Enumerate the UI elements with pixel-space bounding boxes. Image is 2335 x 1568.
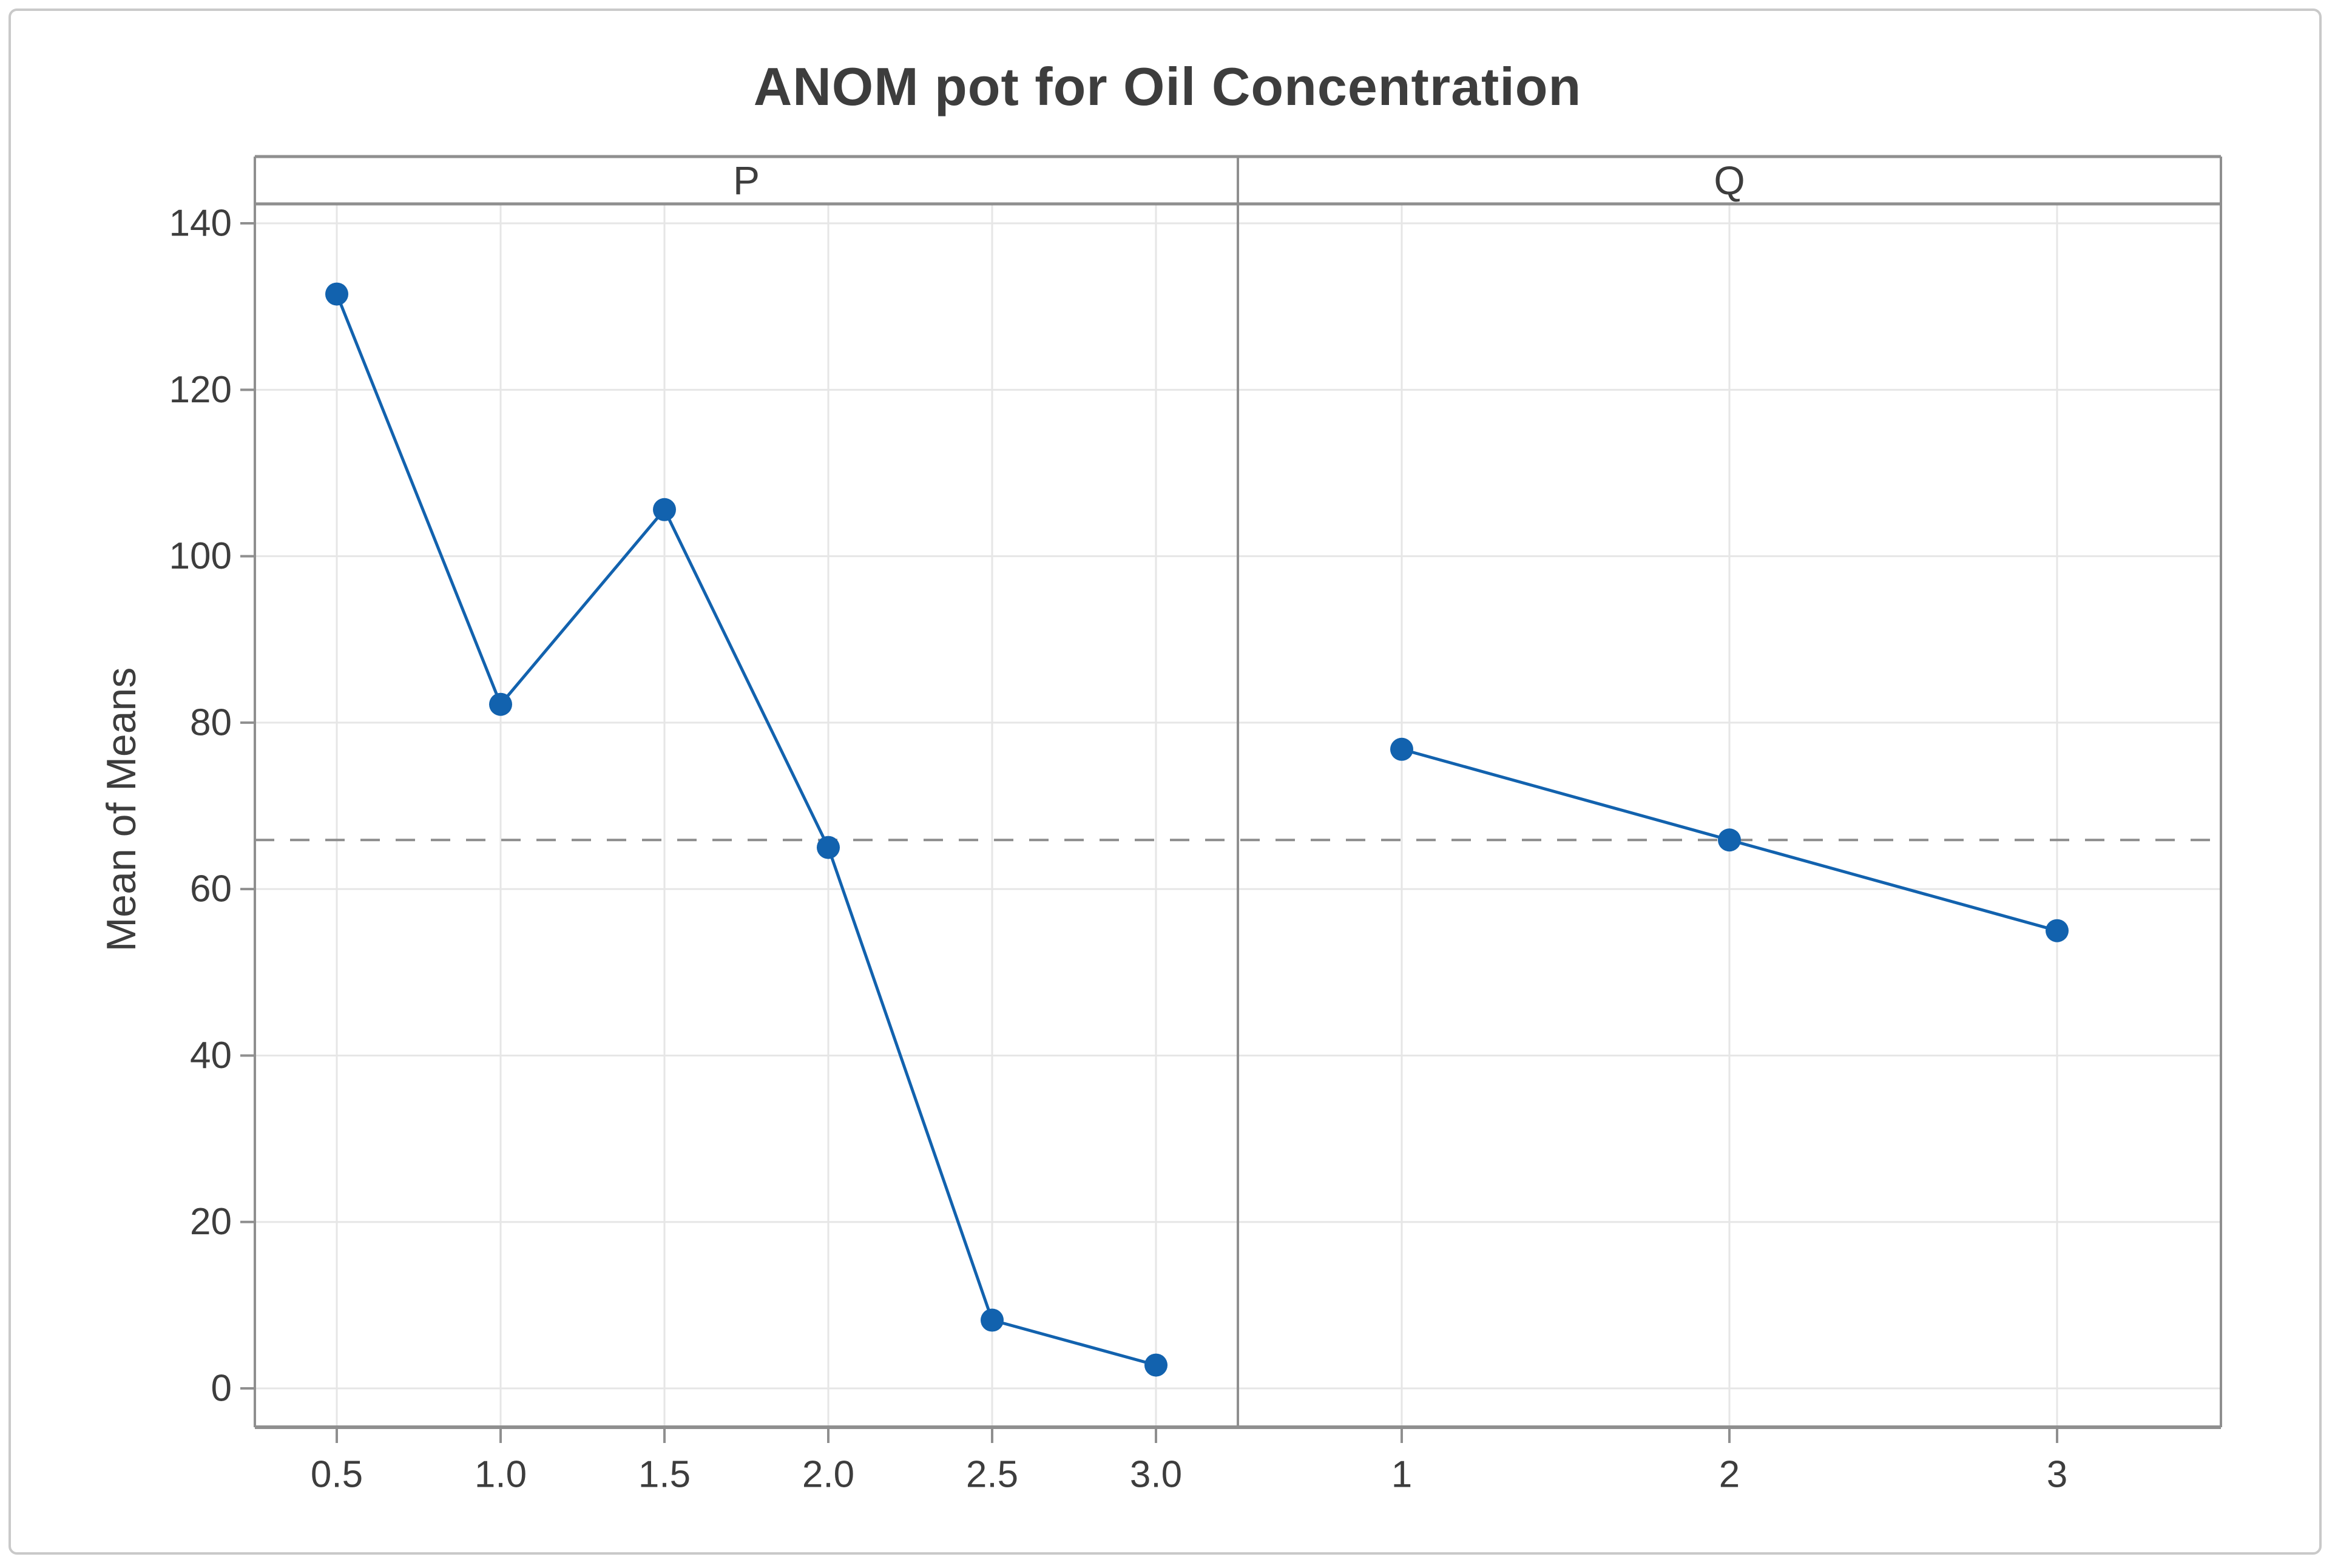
- x-tick-label: 1: [1391, 1454, 1412, 1496]
- data-point-marker[interactable]: [817, 836, 840, 859]
- data-point-marker[interactable]: [1718, 828, 1741, 852]
- figure-border: [8, 8, 2322, 1555]
- data-point-marker[interactable]: [2046, 919, 2069, 942]
- data-point-marker[interactable]: [1144, 1353, 1168, 1377]
- y-tick-label: 20: [190, 1201, 232, 1243]
- y-tick-label: 120: [169, 369, 232, 411]
- y-tick-label: 80: [190, 701, 232, 743]
- y-tick-label: 0: [211, 1368, 232, 1410]
- data-point-marker[interactable]: [653, 498, 676, 521]
- data-point-marker[interactable]: [325, 282, 348, 306]
- x-tick-label: 2: [1719, 1454, 1740, 1496]
- panel-label-q: Q: [1714, 158, 1745, 203]
- x-tick-label: 3: [2047, 1454, 2067, 1496]
- x-tick-label: 3.0: [1130, 1454, 1182, 1496]
- y-tick-label: 40: [190, 1035, 232, 1076]
- data-point-marker[interactable]: [1390, 737, 1413, 761]
- x-tick-label: 1.5: [638, 1454, 691, 1496]
- chart-title: ANOM pot for Oil Concentration: [753, 56, 1582, 117]
- y-tick-label: 100: [169, 535, 232, 577]
- x-tick-label: 2.0: [802, 1454, 854, 1496]
- series-line-p: [335, 293, 1157, 1367]
- data-point-marker[interactable]: [981, 1308, 1004, 1332]
- x-tick-label: 2.5: [966, 1454, 1018, 1496]
- panel-label-p: P: [733, 158, 760, 203]
- y-tick-label: 140: [169, 203, 232, 245]
- x-tick-label: 1.0: [475, 1454, 527, 1496]
- data-point-marker[interactable]: [489, 692, 512, 716]
- y-tick-label: 60: [190, 868, 232, 910]
- x-tick-label: 0.5: [311, 1454, 363, 1496]
